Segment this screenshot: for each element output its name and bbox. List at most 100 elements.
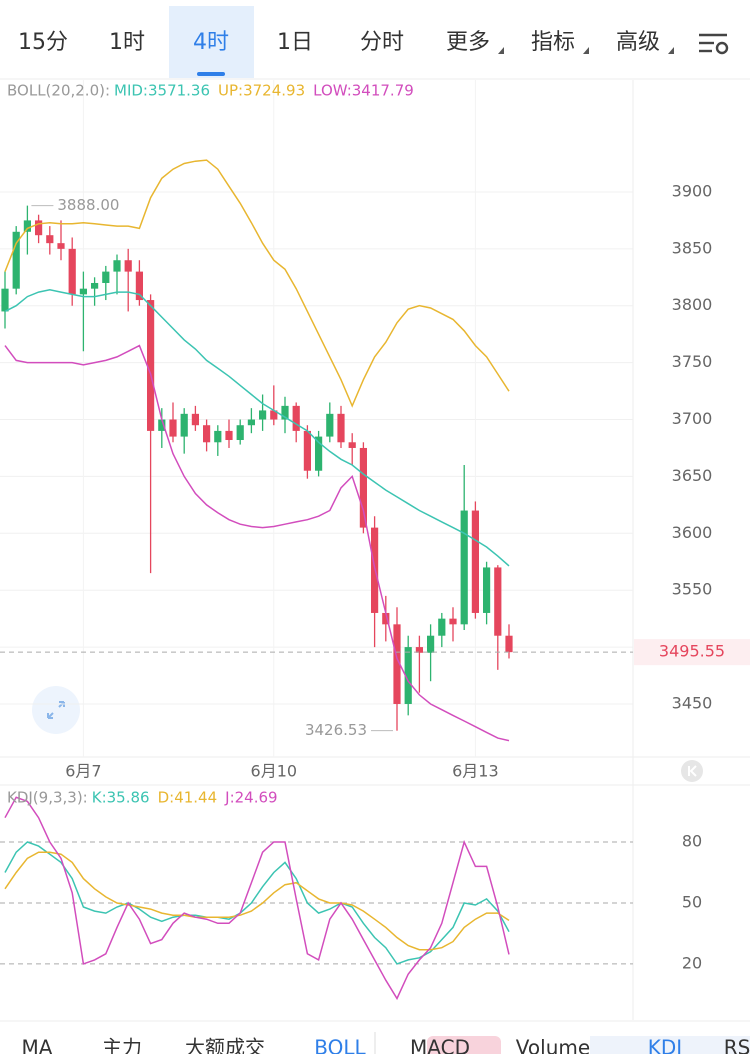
- candle-body: [91, 282, 99, 289]
- bottom-tab[interactable]: BOLL: [314, 1036, 366, 1054]
- tab[interactable]: 4时: [193, 30, 229, 55]
- tab[interactable]: 分时: [360, 30, 404, 55]
- bottom-tab[interactable]: 主力: [102, 1036, 142, 1054]
- bottom-tab[interactable]: Volume: [516, 1036, 590, 1054]
- y-tick-label: 3800: [672, 295, 713, 314]
- candle-body: [471, 510, 479, 613]
- y-tick-label: 3600: [672, 523, 713, 542]
- candle-body: [382, 612, 390, 625]
- tab[interactable]: 1日: [277, 30, 313, 55]
- selected-tab-bg: [169, 6, 254, 78]
- selected-tab-indicator: [197, 72, 225, 76]
- tab[interactable]: 指标: [531, 30, 575, 55]
- last-price-label: 3495.55: [659, 642, 725, 661]
- bottom-tab[interactable]: MACD: [410, 1036, 470, 1054]
- legend-entry: J:24.69: [224, 789, 277, 807]
- candle-body: [326, 413, 334, 437]
- annotation-label: 3888.00: [57, 196, 119, 214]
- bottom-tab[interactable]: RSI: [724, 1036, 750, 1054]
- y-tick-label: 20: [682, 953, 702, 972]
- tab[interactable]: 高级: [616, 30, 660, 55]
- bottom-tab[interactable]: MA: [22, 1036, 53, 1054]
- x-tick-label: 6月7: [65, 762, 101, 781]
- y-tick-label: 3550: [672, 580, 713, 599]
- candle-body: [191, 413, 199, 426]
- candle-body: [169, 419, 177, 437]
- candle-body: [359, 447, 367, 528]
- x-tick-label: 6月10: [251, 762, 298, 781]
- boll-line: [4, 289, 510, 567]
- legend-entry: MID:3571.36: [114, 82, 210, 100]
- scroll-end-icon: [688, 765, 697, 777]
- candle-body: [427, 635, 435, 653]
- candle-body: [23, 220, 31, 232]
- dropdown-arrow: [668, 47, 674, 54]
- candle-body: [315, 436, 323, 471]
- annotation-label: 3426.53: [305, 721, 367, 739]
- last-price-tag: [634, 639, 750, 666]
- candle-body: [460, 510, 468, 625]
- settings-icon[interactable]: [699, 33, 729, 55]
- candle-body: [135, 271, 143, 301]
- candle-body: [102, 271, 110, 283]
- legend-entry: D:41.44: [158, 789, 218, 807]
- candle-body: [158, 419, 166, 431]
- candle-body: [281, 405, 289, 420]
- y-tick-label: 80: [682, 832, 702, 851]
- candle-body: [303, 430, 311, 471]
- y-tick-label: 3700: [672, 409, 713, 428]
- candle-body: [247, 419, 255, 426]
- candle-body: [214, 430, 222, 443]
- dropdown-arrow: [498, 47, 504, 54]
- boll-line: [4, 159, 510, 408]
- candle-body: [35, 220, 43, 236]
- candle-body: [259, 410, 267, 420]
- candle-body: [393, 624, 401, 704]
- y-tick-label: 3900: [672, 181, 713, 200]
- tab[interactable]: 1时: [109, 30, 145, 55]
- y-tick-label: 3450: [672, 693, 713, 712]
- legend-entry: LOW:3417.79: [313, 82, 414, 100]
- expand-icon: [47, 701, 65, 719]
- kdj-line: [4, 796, 510, 1001]
- candle-body: [270, 410, 278, 420]
- candle-body: [180, 413, 188, 437]
- candle-body: [483, 567, 491, 613]
- expand-button[interactable]: [32, 686, 80, 734]
- tab[interactable]: 更多: [446, 30, 490, 55]
- candle-body: [1, 288, 9, 312]
- candle-body: [337, 413, 345, 443]
- bottom-tab[interactable]: 大额成交: [185, 1036, 265, 1054]
- kdj-line: [4, 851, 510, 951]
- y-tick-label: 3850: [672, 238, 713, 257]
- candle-body: [494, 567, 502, 636]
- candle-body: [203, 425, 211, 443]
- candle-body: [147, 300, 155, 431]
- y-tick-label: 50: [682, 892, 702, 911]
- candle-body: [68, 248, 76, 295]
- tab-highlight: [427, 1036, 501, 1054]
- candle-body: [415, 647, 423, 653]
- legend-entry: K:35.86: [92, 789, 150, 807]
- candle-body: [236, 425, 244, 441]
- candle-body: [348, 442, 356, 448]
- candle-body: [57, 243, 65, 249]
- y-tick-label: 3650: [672, 466, 713, 485]
- legend-entry: UP:3724.93: [218, 82, 305, 100]
- candle-body: [12, 231, 20, 289]
- candle-body: [292, 405, 300, 431]
- tab-highlight: [590, 1036, 750, 1054]
- y-tick-label: 3750: [672, 352, 713, 371]
- boll-line: [4, 344, 510, 742]
- candle-body: [113, 260, 121, 272]
- dropdown-arrow: [583, 47, 589, 54]
- candle-body: [449, 618, 457, 625]
- candle-body: [505, 635, 513, 653]
- candle-body: [46, 235, 54, 244]
- candle-body: [124, 260, 132, 272]
- candle-body: [404, 647, 412, 704]
- candle-body: [79, 288, 87, 295]
- bottom-tab[interactable]: KDJ: [648, 1036, 682, 1054]
- tab[interactable]: 15分: [18, 30, 68, 55]
